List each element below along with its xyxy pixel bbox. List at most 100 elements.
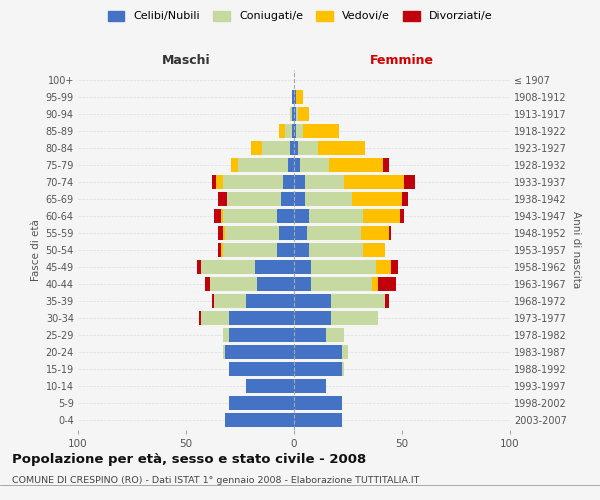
Bar [223, 209, 277, 223]
Bar [212, 175, 216, 189]
Bar [389, 226, 391, 240]
Bar [205, 277, 210, 291]
Text: Maschi: Maschi [161, 54, 211, 66]
Bar [309, 209, 363, 223]
Y-axis label: Anni di nascita: Anni di nascita [571, 212, 581, 288]
Bar [286, 124, 292, 138]
Bar [225, 345, 294, 359]
Bar [255, 260, 294, 274]
Bar [277, 243, 294, 257]
Bar [294, 175, 305, 189]
Bar [287, 158, 294, 172]
Bar [294, 141, 298, 155]
Bar [223, 175, 283, 189]
Bar [223, 226, 225, 240]
Bar [294, 124, 296, 138]
Bar [247, 294, 294, 308]
Bar [294, 209, 309, 223]
Bar [218, 243, 221, 257]
Bar [378, 277, 395, 291]
Bar [201, 260, 255, 274]
Bar [214, 209, 221, 223]
Bar [214, 294, 247, 308]
Bar [294, 277, 311, 291]
Bar [262, 141, 290, 155]
Bar [344, 175, 404, 189]
Bar [283, 175, 294, 189]
Bar [294, 158, 301, 172]
Bar [331, 311, 378, 325]
Bar [218, 226, 223, 240]
Bar [251, 141, 262, 155]
Bar [331, 294, 385, 308]
Bar [391, 260, 398, 274]
Bar [302, 124, 340, 138]
Bar [305, 175, 344, 189]
Bar [290, 141, 294, 155]
Bar [385, 294, 389, 308]
Bar [225, 413, 294, 427]
Bar [294, 396, 341, 410]
Bar [221, 209, 223, 223]
Bar [372, 277, 378, 291]
Bar [341, 362, 344, 376]
Bar [404, 175, 415, 189]
Bar [361, 226, 389, 240]
Bar [292, 107, 294, 121]
Y-axis label: Fasce di età: Fasce di età [31, 219, 41, 281]
Bar [294, 90, 296, 104]
Text: Femmine: Femmine [370, 54, 434, 66]
Bar [292, 90, 294, 104]
Bar [294, 294, 331, 308]
Bar [290, 107, 292, 121]
Bar [309, 243, 363, 257]
Bar [329, 158, 383, 172]
Bar [298, 107, 309, 121]
Bar [294, 311, 331, 325]
Bar [218, 192, 227, 206]
Bar [229, 396, 294, 410]
Bar [294, 243, 309, 257]
Bar [197, 260, 201, 274]
Bar [257, 277, 294, 291]
Bar [292, 124, 294, 138]
Bar [216, 175, 223, 189]
Bar [296, 124, 302, 138]
Bar [227, 192, 281, 206]
Bar [311, 277, 372, 291]
Bar [318, 141, 365, 155]
Bar [201, 311, 229, 325]
Bar [238, 158, 287, 172]
Bar [294, 328, 326, 342]
Bar [296, 90, 302, 104]
Bar [279, 226, 294, 240]
Bar [402, 192, 409, 206]
Bar [294, 260, 311, 274]
Bar [294, 379, 326, 393]
Bar [229, 362, 294, 376]
Bar [296, 107, 298, 121]
Bar [279, 124, 286, 138]
Bar [400, 209, 404, 223]
Bar [294, 413, 341, 427]
Bar [352, 192, 402, 206]
Bar [383, 158, 389, 172]
Bar [311, 260, 376, 274]
Bar [294, 362, 341, 376]
Bar [294, 345, 341, 359]
Bar [363, 243, 385, 257]
Bar [294, 192, 305, 206]
Bar [294, 107, 296, 121]
Text: Popolazione per età, sesso e stato civile - 2008: Popolazione per età, sesso e stato civil… [12, 452, 366, 466]
Legend: Celibi/Nubili, Coniugati/e, Vedovi/e, Divorziati/e: Celibi/Nubili, Coniugati/e, Vedovi/e, Di… [108, 10, 492, 22]
Bar [199, 311, 201, 325]
Bar [326, 328, 344, 342]
Bar [301, 158, 329, 172]
Bar [376, 260, 391, 274]
Bar [232, 158, 238, 172]
Bar [229, 311, 294, 325]
Bar [307, 226, 361, 240]
Bar [247, 379, 294, 393]
Bar [341, 345, 348, 359]
Bar [281, 192, 294, 206]
